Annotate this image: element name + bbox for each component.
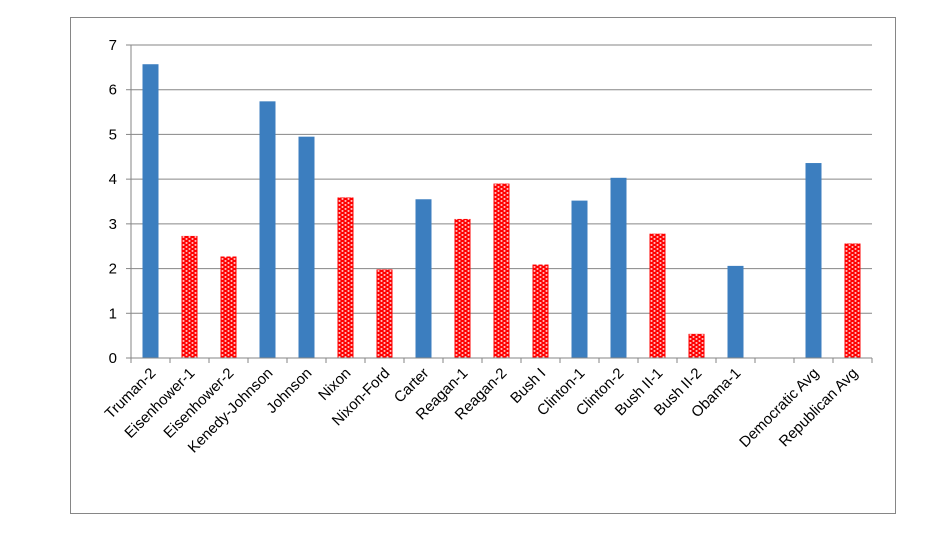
y-tick-labels: 0 1 2 3 4 5 6 7 bbox=[109, 37, 117, 367]
y-tick-label: 0 bbox=[109, 350, 117, 367]
bar-republican bbox=[181, 235, 198, 358]
bar-republican bbox=[376, 269, 393, 358]
bar-democratic bbox=[142, 64, 159, 358]
bar-democratic bbox=[298, 136, 315, 358]
bar-republican bbox=[844, 243, 861, 358]
chart-frame: 0 1 2 3 4 5 6 7 Truman-2 Eisenhower-1 Eisenhower-… bbox=[70, 17, 896, 514]
bar-democratic bbox=[610, 177, 627, 358]
y-tick-label: 3 bbox=[109, 216, 117, 233]
axes bbox=[126, 44, 873, 363]
y-tick-label: 7 bbox=[109, 37, 117, 54]
y-tick-label: 1 bbox=[109, 305, 117, 322]
y-tick-label: 6 bbox=[109, 82, 117, 99]
y-tick-label: 4 bbox=[109, 171, 117, 188]
y-tick-label: 2 bbox=[109, 261, 117, 278]
bar-democratic bbox=[805, 163, 822, 358]
bar-democratic bbox=[727, 265, 744, 358]
bar-republican bbox=[454, 218, 471, 358]
bar-republican bbox=[220, 256, 237, 358]
y-tick-label: 5 bbox=[109, 126, 117, 143]
x-tick-labels: Truman-2Eisenhower-1Eisenhower-2Kenedy-J… bbox=[102, 365, 862, 457]
bar-democratic bbox=[571, 200, 588, 358]
bars bbox=[142, 64, 861, 358]
bar-democratic bbox=[415, 199, 432, 358]
bar-republican bbox=[337, 197, 354, 358]
bar-republican bbox=[532, 264, 549, 358]
bar-republican bbox=[649, 233, 666, 358]
bar-democratic bbox=[259, 101, 276, 358]
bar-chart: 0 1 2 3 4 5 6 7 Truman-2Eisenhower-1Eisenhower-… bbox=[102, 37, 873, 457]
bar-republican bbox=[688, 333, 705, 358]
bar-republican bbox=[493, 183, 510, 358]
